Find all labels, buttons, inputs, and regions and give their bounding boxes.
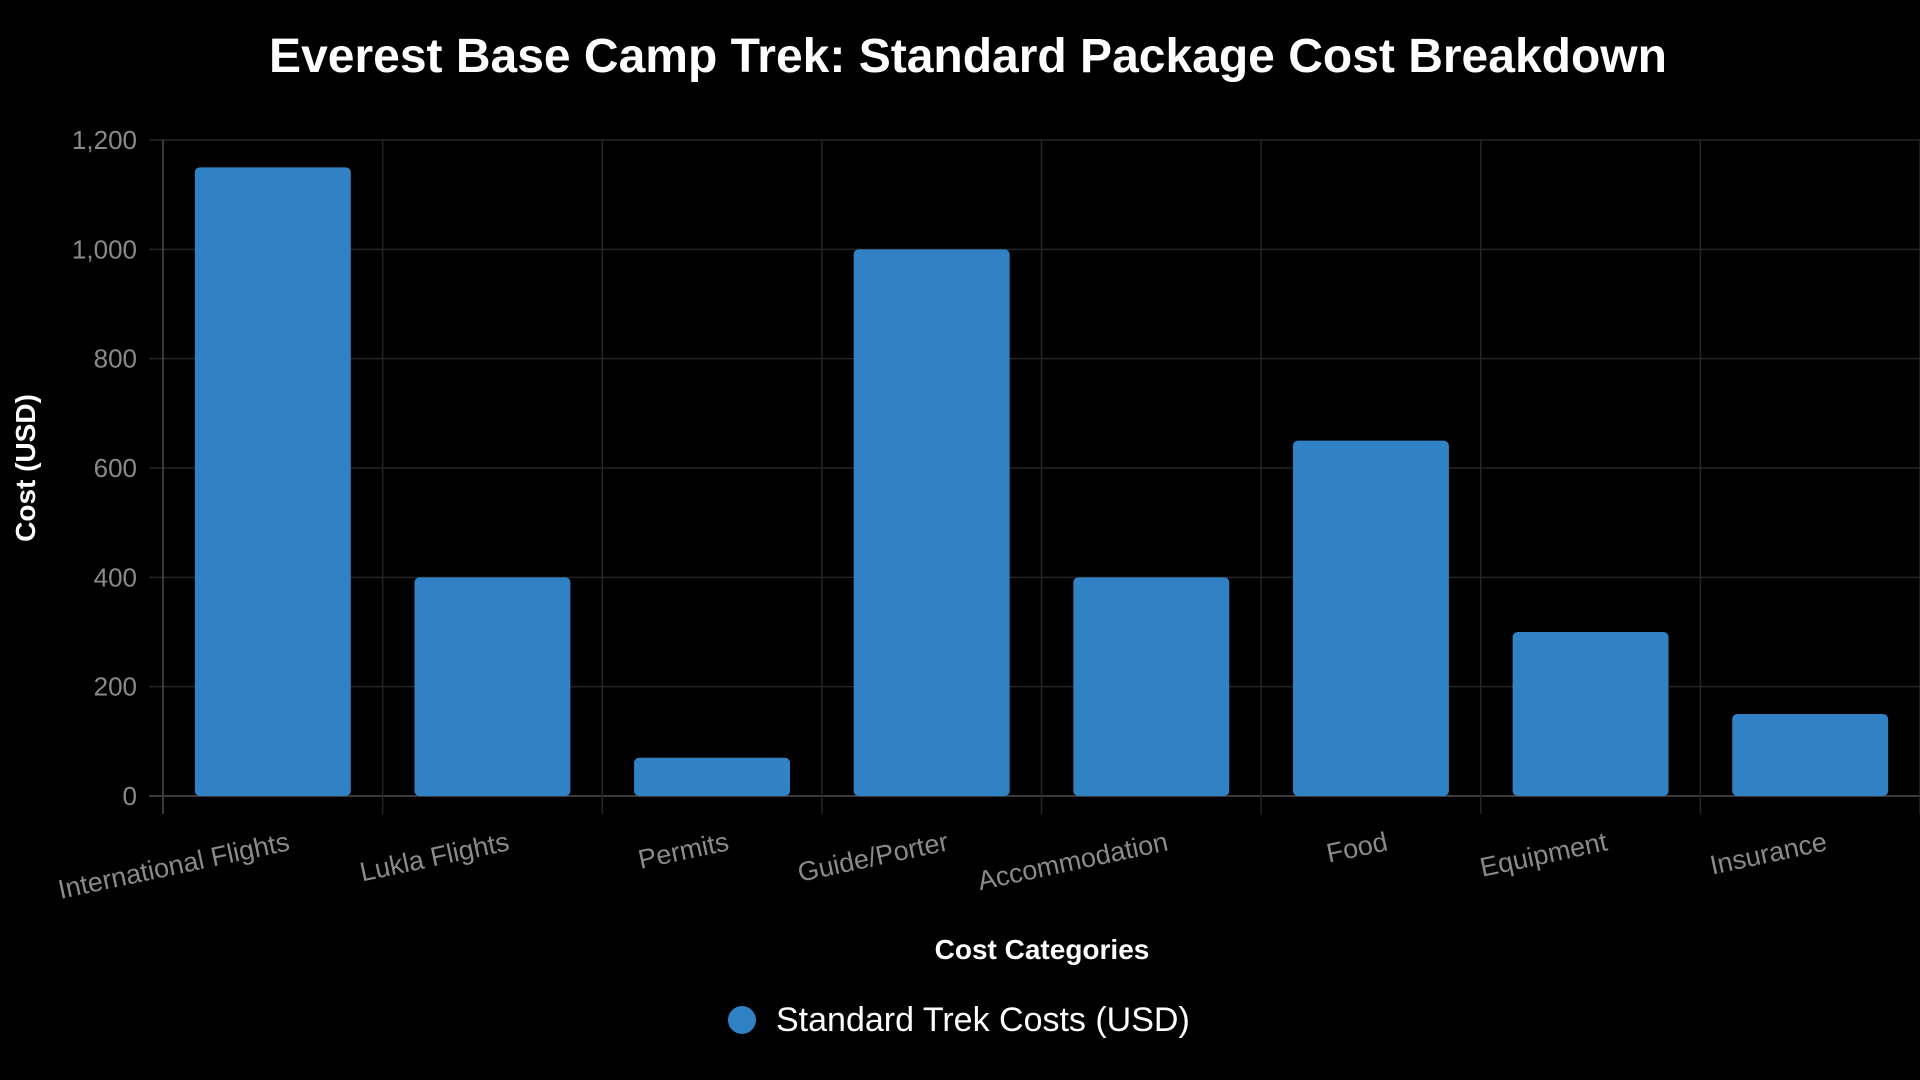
y-tick-label: 0 — [123, 781, 137, 811]
x-tick-label: International Flights — [55, 827, 292, 905]
legend-label: Standard Trek Costs (USD) — [776, 1001, 1190, 1039]
x-axis-title: Cost Categories — [935, 934, 1150, 965]
bar[interactable] — [1732, 714, 1889, 796]
bar[interactable] — [1292, 440, 1449, 796]
x-axis-ticks: International Flights Lukla Flights Permit… — [55, 826, 1829, 904]
legend[interactable]: Standard Trek Costs (USD) — [728, 1001, 1190, 1039]
chart-title: Everest Base Camp Trek: Standard Package… — [269, 30, 1667, 83]
y-tick-label: 1,000 — [72, 234, 137, 264]
x-tick-label: Lukla Flights — [357, 827, 512, 888]
x-tick-label: Insurance — [1707, 827, 1829, 881]
bar[interactable] — [194, 167, 351, 797]
y-tick-label: 600 — [94, 453, 137, 483]
x-tick-label: Guide/Porter — [795, 827, 951, 888]
y-tick-label: 200 — [94, 672, 137, 702]
bar[interactable] — [1512, 632, 1669, 796]
x-tick-label: Equipment — [1477, 826, 1610, 882]
bar[interactable] — [1073, 577, 1230, 796]
bar[interactable] — [853, 249, 1010, 797]
bar[interactable] — [414, 577, 571, 796]
y-axis-ticks: 0 200 400 600 800 1,000 1,200 — [72, 125, 137, 811]
x-tick-label: Food — [1324, 827, 1390, 869]
legend-swatch — [728, 1006, 756, 1034]
y-tick-label: 1,200 — [72, 125, 137, 155]
y-tick-label: 800 — [94, 344, 137, 374]
y-axis-title: Cost (USD) — [10, 394, 41, 542]
x-tick-label: Permits — [636, 827, 732, 875]
bar[interactable] — [634, 757, 791, 796]
y-tick-label: 400 — [94, 562, 137, 592]
bars — [194, 167, 1889, 797]
x-tick-label: Accommodation — [975, 827, 1171, 897]
